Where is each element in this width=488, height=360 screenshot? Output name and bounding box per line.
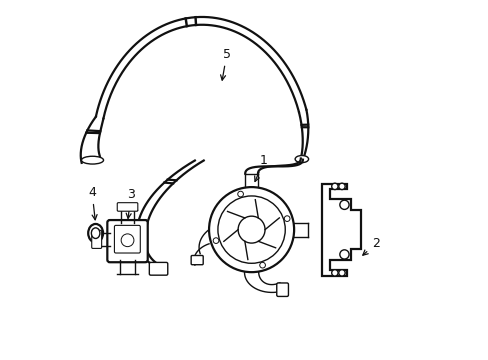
Text: 1: 1 (254, 154, 267, 181)
Ellipse shape (81, 156, 103, 164)
Text: 5: 5 (220, 48, 230, 80)
Circle shape (338, 183, 345, 190)
Text: 4: 4 (88, 186, 97, 220)
Circle shape (339, 250, 348, 259)
FancyBboxPatch shape (107, 220, 147, 262)
Circle shape (218, 196, 285, 263)
Circle shape (209, 187, 293, 272)
FancyBboxPatch shape (117, 203, 138, 211)
Ellipse shape (295, 156, 308, 163)
Text: 2: 2 (362, 237, 379, 255)
FancyBboxPatch shape (149, 262, 167, 275)
Circle shape (339, 200, 348, 210)
Circle shape (238, 216, 264, 243)
Circle shape (284, 216, 289, 221)
Ellipse shape (88, 224, 103, 242)
FancyBboxPatch shape (92, 230, 102, 248)
Circle shape (331, 183, 337, 190)
Polygon shape (322, 184, 361, 276)
Ellipse shape (91, 228, 100, 238)
Circle shape (121, 234, 134, 247)
FancyBboxPatch shape (114, 225, 140, 253)
Circle shape (259, 262, 265, 268)
Text: 3: 3 (126, 188, 135, 219)
Circle shape (213, 238, 219, 243)
FancyBboxPatch shape (276, 283, 288, 296)
FancyBboxPatch shape (191, 256, 203, 265)
Circle shape (331, 270, 337, 276)
Circle shape (338, 270, 345, 276)
Circle shape (237, 191, 243, 197)
